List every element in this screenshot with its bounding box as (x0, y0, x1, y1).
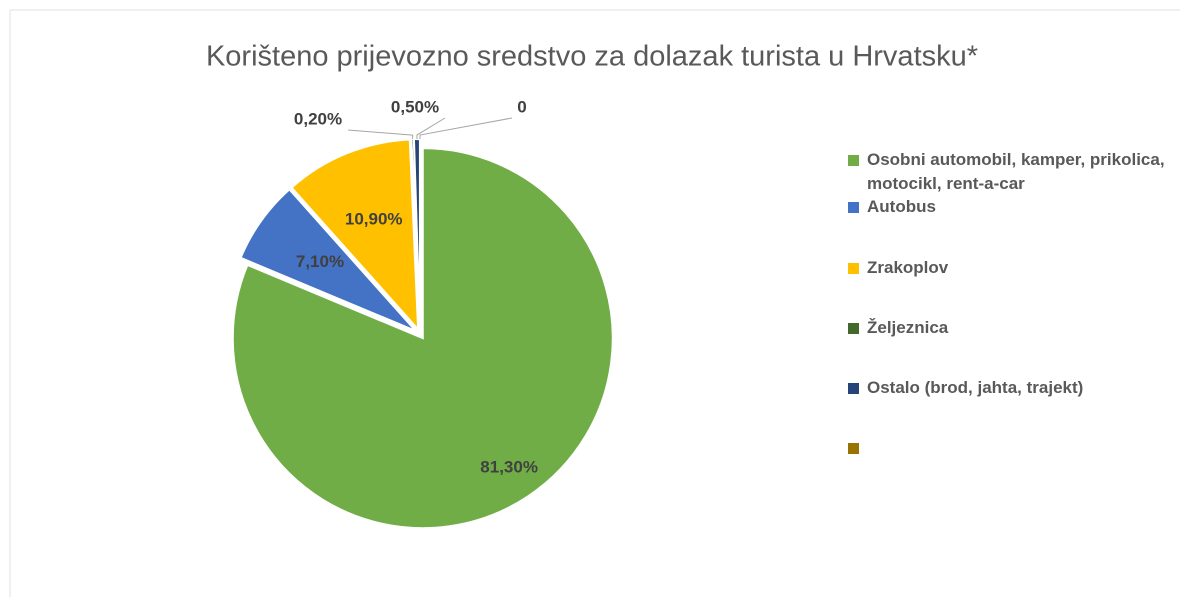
data-label: 10,90% (345, 210, 403, 229)
chart-title: Korišteno prijevozno sredstvo za dolazak… (206, 41, 978, 73)
legend-swatch (848, 202, 859, 213)
legend-item: Zrakoplov (848, 256, 1167, 280)
legend-swatch (848, 155, 859, 166)
legend-swatch (848, 323, 859, 334)
legend-item: Osobni automobil, kamper, prikolica, mot… (848, 148, 1167, 196)
pie-slice (290, 138, 420, 333)
legend-item: Autobus (848, 195, 1167, 219)
pie-slice (231, 147, 614, 530)
legend-swatch (848, 263, 859, 274)
data-label: 81,30% (480, 457, 538, 476)
legend-label: Osobni automobil, kamper, prikolica, mot… (867, 150, 1165, 193)
leader-line (347, 129, 414, 140)
data-label: 0,20% (294, 109, 342, 128)
legend-swatch (848, 383, 859, 394)
leader-line (416, 117, 446, 140)
legend-label: Željeznica (867, 318, 949, 337)
legend-label: Autobus (867, 197, 936, 216)
legend-label: Zrakoplov (867, 258, 949, 277)
leader-line (419, 117, 513, 139)
legend-item: Ostalo (brod, jahta, trajekt) (848, 376, 1167, 400)
legend-label: Ostalo (brod, jahta, trajekt) (867, 378, 1084, 397)
data-label: 0,50% (391, 97, 439, 116)
data-label: 7,10% (296, 252, 344, 271)
legend-item: Željeznica (848, 316, 1167, 340)
pie-slice (239, 187, 417, 333)
legend-swatch (848, 443, 859, 454)
data-label: 0 (517, 97, 526, 116)
legend-item (848, 436, 867, 454)
